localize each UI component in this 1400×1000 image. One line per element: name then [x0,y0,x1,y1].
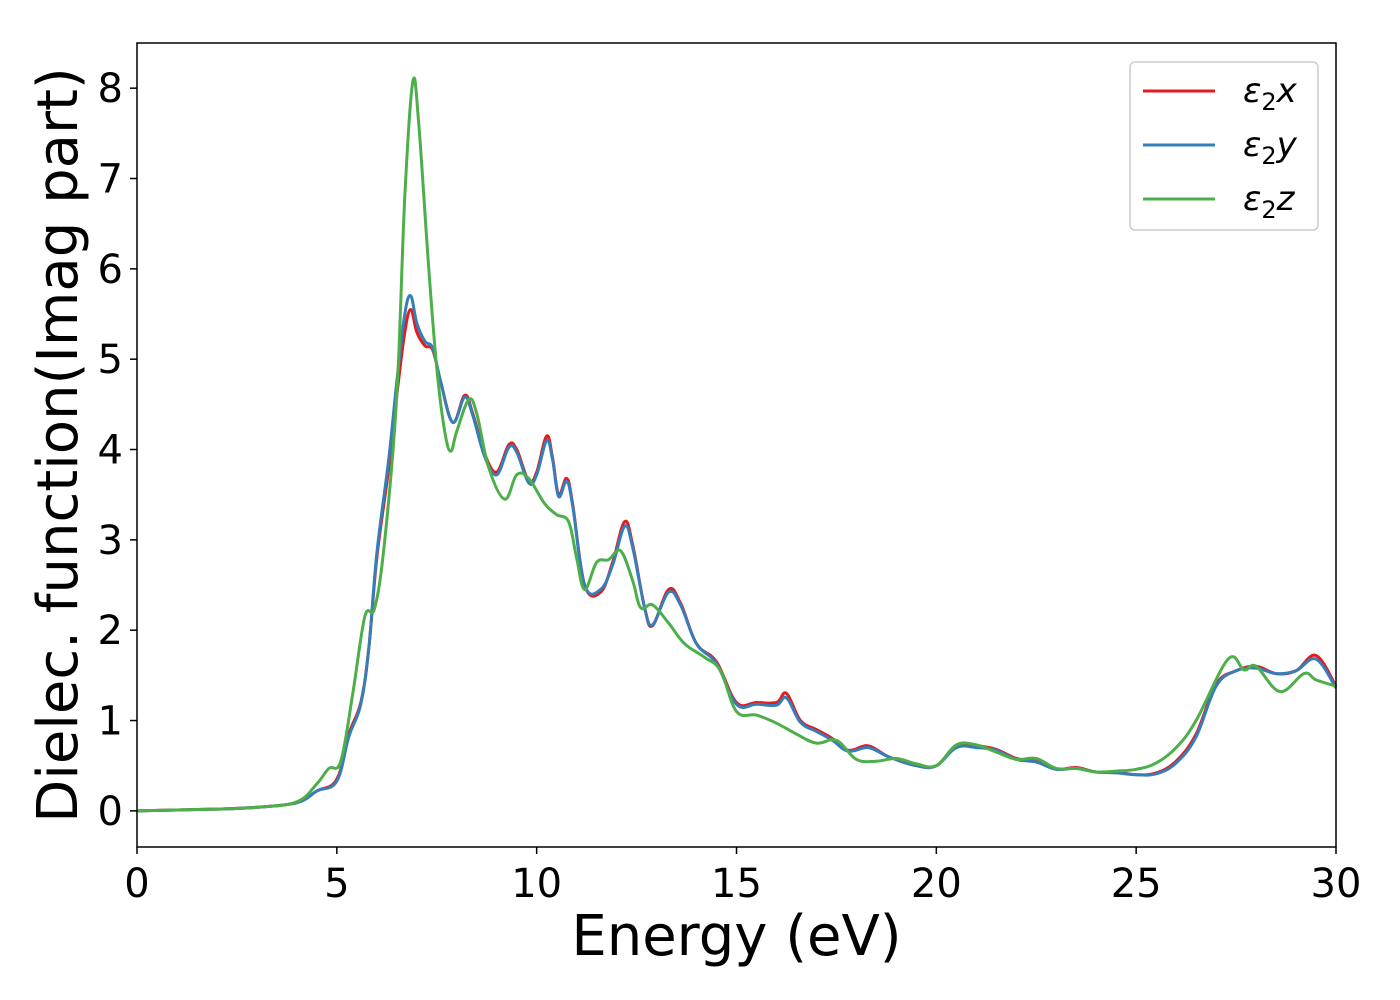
y-tick-label: 2 [98,608,123,654]
legend-component: z [1276,179,1296,219]
y-tick-label: 3 [98,518,123,564]
x-axis-title: Energy (eV) [571,904,901,969]
legend-epsilon: ε [1243,179,1261,219]
legend-component: x [1276,71,1298,111]
y-axis-ticks: 0 1 2 3 4 5 6 7 8 [98,66,137,835]
legend-subscript: 2 [1261,196,1276,224]
x-tick-label: 5 [324,861,349,907]
y-tick-label: 5 [98,337,123,383]
legend-component: y [1276,125,1298,165]
x-tick-label: 10 [511,861,562,907]
x-tick-label: 20 [911,861,962,907]
legend-label-z: ε2z [1243,179,1296,224]
y-axis-title: Dielec. function(Imag part) [26,67,91,823]
legend-subscript: 2 [1261,88,1276,116]
legend-box [1129,61,1319,231]
x-tick-label: 15 [711,861,762,907]
legend-epsilon: ε [1243,125,1261,165]
legend-label-y: ε2y [1243,125,1298,170]
y-tick-label: 7 [98,157,123,203]
legend-subscript: 2 [1261,142,1276,170]
x-tick-label: 30 [1311,861,1362,907]
x-tick-label: 0 [124,861,149,907]
legend-label-x: ε2x [1243,71,1298,116]
series-lines [136,76,1338,813]
x-tick-label: 25 [1111,861,1162,907]
y-tick-label: 1 [98,699,123,745]
x-axis-ticks: 0 5 10 15 20 25 30 [124,847,1361,907]
y-tick-label: 0 [98,789,123,835]
legend-epsilon: ε [1243,71,1261,111]
y-tick-label: 6 [98,247,123,293]
y-tick-label: 4 [98,428,123,474]
series-line-z [136,76,1337,813]
y-tick-label: 8 [98,66,123,112]
